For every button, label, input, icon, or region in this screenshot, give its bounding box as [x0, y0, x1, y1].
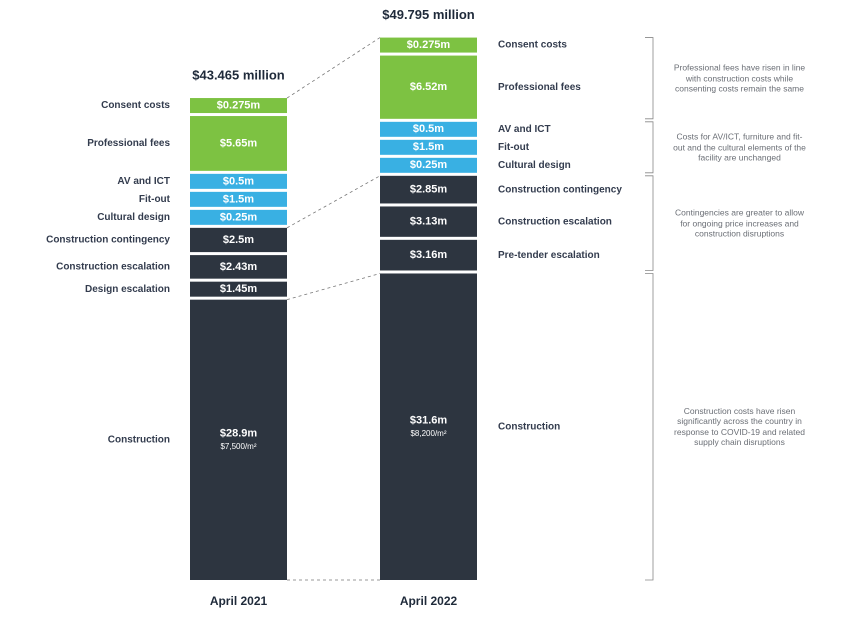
value-label: $1.5m: [413, 141, 444, 153]
bar-segment: [380, 139, 477, 155]
bar-segment: [190, 299, 287, 580]
sub-label: $8,200/m²: [410, 429, 446, 438]
value-label: $31.6m: [410, 415, 448, 427]
total-label: $49.795 million: [382, 7, 475, 22]
bar-segment: [380, 55, 477, 119]
bar-segment: [190, 227, 287, 253]
value-label: $0.5m: [413, 123, 444, 135]
value-label: $0.5m: [223, 175, 254, 187]
segment-name: Fit-out: [139, 194, 171, 205]
value-label: $0.25m: [220, 211, 258, 223]
segment-name: Construction escalation: [498, 216, 612, 227]
segment-name: Professional fees: [87, 138, 170, 149]
bar-segment: [190, 281, 287, 297]
connector: [286, 273, 381, 301]
sub-label: $7,500/m²: [220, 442, 256, 451]
bar-segment: [380, 157, 477, 173]
bar-segment: [190, 255, 287, 279]
connector: [286, 175, 381, 229]
bar-segment: [380, 206, 477, 237]
value-label: $2.43m: [220, 261, 258, 273]
annotation: Construction costs have risen significan…: [674, 405, 805, 448]
bar-segment: [380, 239, 477, 271]
segment-name: Construction contingency: [46, 235, 170, 246]
connector: [286, 37, 381, 99]
segment-name: Professional fees: [498, 82, 581, 93]
bar-segment: [380, 273, 477, 580]
bar-segment: [190, 173, 287, 189]
total-label: $43.465 million: [192, 67, 285, 82]
value-label: $6.52m: [410, 81, 448, 93]
bracket: [645, 121, 654, 174]
segment-name: Fit-out: [498, 142, 530, 153]
segment-name: Construction contingency: [498, 184, 622, 195]
segment-name: Cultural design: [97, 212, 170, 223]
category-label: April 2022: [400, 594, 458, 608]
segment-name: Construction escalation: [56, 262, 170, 273]
category-label: April 2021: [210, 594, 268, 608]
value-label: $3.13m: [410, 216, 448, 228]
bracket: [645, 175, 654, 271]
bar-segment: [190, 191, 287, 207]
value-label: $1.45m: [220, 283, 258, 295]
segment-name: Cultural design: [498, 160, 571, 171]
segment-name: Construction: [498, 421, 560, 432]
segment-name: AV and ICT: [117, 176, 170, 187]
segment-name: Design escalation: [85, 284, 170, 295]
value-label: $0.275m: [407, 39, 451, 51]
value-label: $0.25m: [410, 159, 448, 171]
bar-segment: [380, 175, 477, 204]
bar-segment: [380, 121, 477, 137]
segment-name: Consent costs: [101, 100, 170, 111]
value-label: $3.16m: [410, 249, 448, 261]
annotation: Costs for AV/ICT, furniture and fit-out …: [673, 131, 806, 163]
value-label: $1.5m: [223, 193, 254, 205]
value-label: $2.5m: [223, 234, 254, 246]
annotation: Professional fees have risen in line wit…: [673, 62, 806, 94]
value-label: $5.65m: [220, 137, 258, 149]
segment-name: Pre-tender escalation: [498, 250, 600, 261]
bar-segment: [380, 37, 477, 53]
bracket: [645, 37, 654, 120]
value-label: $2.85m: [410, 184, 448, 196]
bracket: [645, 273, 654, 581]
segment-name: Consent costs: [498, 40, 567, 51]
bar-segment: [190, 116, 287, 171]
segment-name: Construction: [108, 434, 170, 445]
value-label: $28.9m: [220, 428, 258, 440]
bar-segment: [190, 98, 287, 114]
annotation: Contingencies are greater to allow for o…: [675, 207, 804, 239]
segment-name: AV and ICT: [498, 124, 551, 135]
bar-segment: [190, 209, 287, 225]
value-label: $0.275m: [217, 99, 261, 111]
